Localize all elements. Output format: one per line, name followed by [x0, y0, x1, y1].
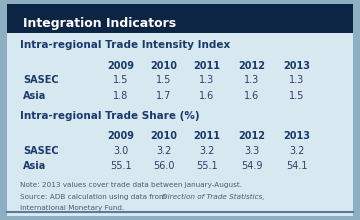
- Text: 1.5: 1.5: [113, 75, 128, 85]
- Text: SASEC: SASEC: [23, 146, 59, 156]
- Text: Note: 2013 values cover trade data between January-August.: Note: 2013 values cover trade data betwe…: [20, 182, 242, 188]
- Text: 1.6: 1.6: [244, 91, 260, 101]
- Text: 2011: 2011: [194, 131, 220, 141]
- Text: 2011: 2011: [194, 61, 220, 71]
- Text: Asia: Asia: [23, 91, 47, 101]
- Text: 3.2: 3.2: [199, 146, 215, 156]
- Text: Integration Indicators: Integration Indicators: [23, 16, 176, 30]
- Text: 54.9: 54.9: [241, 161, 263, 171]
- Text: Source: ADB calculation using data from: Source: ADB calculation using data from: [20, 194, 168, 200]
- Text: 2009: 2009: [107, 131, 134, 141]
- Text: SASEC: SASEC: [23, 75, 59, 85]
- Text: 1.5: 1.5: [156, 75, 171, 85]
- Text: 2009: 2009: [107, 61, 134, 71]
- Text: Intra-regional Trade Intensity Index: Intra-regional Trade Intensity Index: [20, 40, 230, 50]
- Text: 55.1: 55.1: [110, 161, 131, 171]
- Text: 54.1: 54.1: [286, 161, 308, 171]
- Text: International Monetary Fund.: International Monetary Fund.: [20, 205, 124, 211]
- Text: 2012: 2012: [238, 61, 266, 71]
- Text: 1.6: 1.6: [199, 91, 215, 101]
- Text: 1.8: 1.8: [113, 91, 128, 101]
- Text: 1.5: 1.5: [289, 91, 305, 101]
- Text: 3.0: 3.0: [113, 146, 128, 156]
- Text: 1.3: 1.3: [244, 75, 260, 85]
- Text: 1.3: 1.3: [199, 75, 215, 85]
- Text: 2010: 2010: [150, 131, 177, 141]
- Text: 2012: 2012: [238, 131, 266, 141]
- Text: 3.2: 3.2: [156, 146, 171, 156]
- Text: 3.3: 3.3: [244, 146, 260, 156]
- Text: 2013: 2013: [284, 131, 310, 141]
- Text: 1.7: 1.7: [156, 91, 171, 101]
- Text: 56.0: 56.0: [153, 161, 175, 171]
- Text: 2013: 2013: [284, 61, 310, 71]
- Text: 2010: 2010: [150, 61, 177, 71]
- Text: 3.2: 3.2: [289, 146, 305, 156]
- Text: Direction of Trade Statistics,: Direction of Trade Statistics,: [162, 194, 265, 200]
- Text: 55.1: 55.1: [196, 161, 218, 171]
- Text: Asia: Asia: [23, 161, 47, 171]
- Text: 1.3: 1.3: [289, 75, 305, 85]
- Text: Intra-regional Trade Share (%): Intra-regional Trade Share (%): [20, 110, 199, 121]
